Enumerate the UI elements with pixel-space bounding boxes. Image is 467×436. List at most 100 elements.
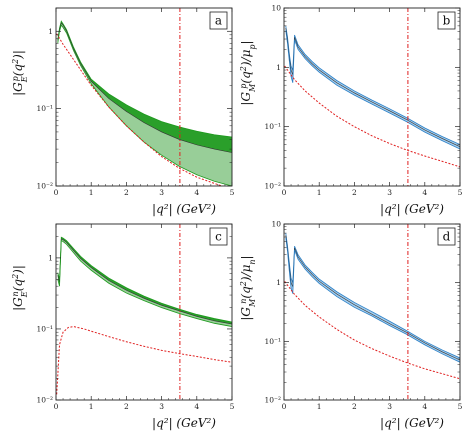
axes-frame	[55, 223, 233, 401]
y-axis-label-part: p	[248, 44, 257, 49]
x-tick-label: 4	[422, 402, 427, 411]
panel-label: a	[215, 14, 222, 28]
y-axis-label-part: M	[248, 83, 257, 93]
panel-label-box	[209, 227, 228, 246]
band-lower-curve	[285, 237, 460, 363]
axes-frame	[283, 223, 461, 401]
x-tick-label: 5	[458, 188, 463, 197]
plot-area	[284, 224, 460, 400]
uncertainty-band	[57, 237, 232, 327]
band-upper-curve	[285, 25, 460, 145]
uncertainty-band	[285, 25, 460, 150]
y-tick-label: 10⁻²	[36, 182, 53, 191]
panel-label: c	[215, 230, 222, 244]
band-lower-curve	[285, 30, 460, 150]
y-tick-label: 10⁻²	[264, 182, 281, 191]
panel-label: b	[443, 14, 451, 28]
y-axis-label-part: n	[239, 299, 248, 304]
reference-curve	[284, 281, 460, 380]
y-axis-label: |GEn(q2)|	[11, 265, 29, 311]
panel-a: 0 1 2 3 4 510⁻²10⁻¹1a|q²| (GeV²)|GEp(q2)|	[11, 7, 235, 216]
y-axis-label-part: |	[239, 255, 253, 259]
plot-area	[284, 8, 460, 186]
x-tick-label: 0	[54, 188, 59, 197]
y-tick-label: 10⁻¹	[36, 104, 53, 113]
x-tick-label: 2	[352, 188, 357, 197]
band-middle-curve	[57, 238, 232, 325]
band-upper-curve	[285, 233, 460, 359]
x-tick-label: 4	[194, 402, 199, 411]
reference-curve	[56, 33, 224, 186]
y-tick-label: 1	[48, 27, 53, 36]
y-axis-label-part: |	[239, 40, 253, 44]
y-tick-label: 1	[276, 278, 281, 287]
x-tick-label: 0	[54, 402, 59, 411]
axes-frame	[55, 7, 233, 187]
x-tick-label: 5	[230, 188, 235, 197]
reference-curve	[284, 65, 460, 168]
y-axis-label-part: (q	[239, 286, 253, 299]
y-tick-label: 1	[276, 63, 281, 72]
panel-label-box	[209, 11, 228, 30]
x-tick-label: 2	[124, 188, 129, 197]
y-tick-label: 10⁻²	[264, 396, 281, 405]
x-tick-label: 3	[159, 402, 164, 411]
band-lower-curve	[57, 24, 232, 186]
x-axis-label: |q²| (GeV²)	[152, 202, 216, 216]
y-axis-label: |GMn(q2)/μn|	[239, 255, 257, 320]
x-tick-label: 2	[352, 402, 357, 411]
band-middle-curve	[285, 235, 460, 361]
x-axis-label: |q²| (GeV²)	[380, 416, 444, 430]
x-tick-label: 2	[124, 402, 129, 411]
y-axis-label-part: p	[239, 84, 248, 89]
band-middle-curve	[285, 27, 460, 147]
y-axis-label-part: 2	[239, 66, 248, 72]
band-upper-curve	[57, 236, 232, 323]
y-axis-label-part: |G	[11, 297, 25, 311]
reference-curve	[56, 326, 232, 395]
y-tick-label: 10⁻²	[36, 396, 53, 405]
y-axis-label-part: )/μ	[239, 49, 253, 67]
y-tick-label: 10⁻¹	[36, 324, 53, 333]
x-tick-label: 1	[89, 402, 94, 411]
band-core	[57, 21, 232, 153]
x-tick-label: 5	[458, 402, 463, 411]
y-tick-label: 1	[48, 253, 53, 262]
x-tick-label: 0	[282, 402, 287, 411]
y-axis-label-part: M	[248, 298, 257, 308]
x-tick-label: 3	[387, 188, 392, 197]
y-axis-label-part: (q	[239, 71, 253, 84]
x-tick-label: 4	[194, 188, 199, 197]
y-axis-label-part: n	[11, 291, 20, 296]
band-middle-curve	[57, 22, 232, 153]
axes-frame	[283, 7, 461, 187]
y-tick-label: 10	[271, 4, 281, 13]
plot-area	[56, 8, 232, 186]
band-upper-curve	[57, 20, 232, 138]
x-tick-label: 3	[387, 402, 392, 411]
x-tick-label: 0	[282, 188, 287, 197]
x-tick-label: 1	[317, 188, 322, 197]
y-axis-label-part: )/μ	[239, 264, 253, 282]
y-axis-label-part: |G	[11, 82, 25, 96]
y-axis-label-part: 2	[11, 274, 20, 280]
y-tick-label: 10⁻¹	[264, 337, 281, 346]
y-tick-label: 10⁻¹	[264, 122, 281, 131]
x-tick-label: 3	[159, 188, 164, 197]
y-axis-label-part: p	[11, 76, 20, 81]
plot-area	[56, 224, 232, 400]
y-axis-label-part: )|	[11, 265, 25, 275]
band-core	[57, 237, 232, 325]
x-axis-label: |q²| (GeV²)	[152, 416, 216, 430]
y-axis-label-part: |G	[239, 307, 253, 321]
y-axis-label-part: n	[248, 259, 257, 264]
x-tick-label: 1	[89, 188, 94, 197]
x-tick-label: 4	[422, 188, 427, 197]
y-axis-label-part: |G	[239, 92, 253, 106]
panel-label-box	[437, 227, 456, 246]
y-axis-label-part: E	[20, 291, 29, 298]
y-axis-label-part: E	[20, 76, 29, 83]
